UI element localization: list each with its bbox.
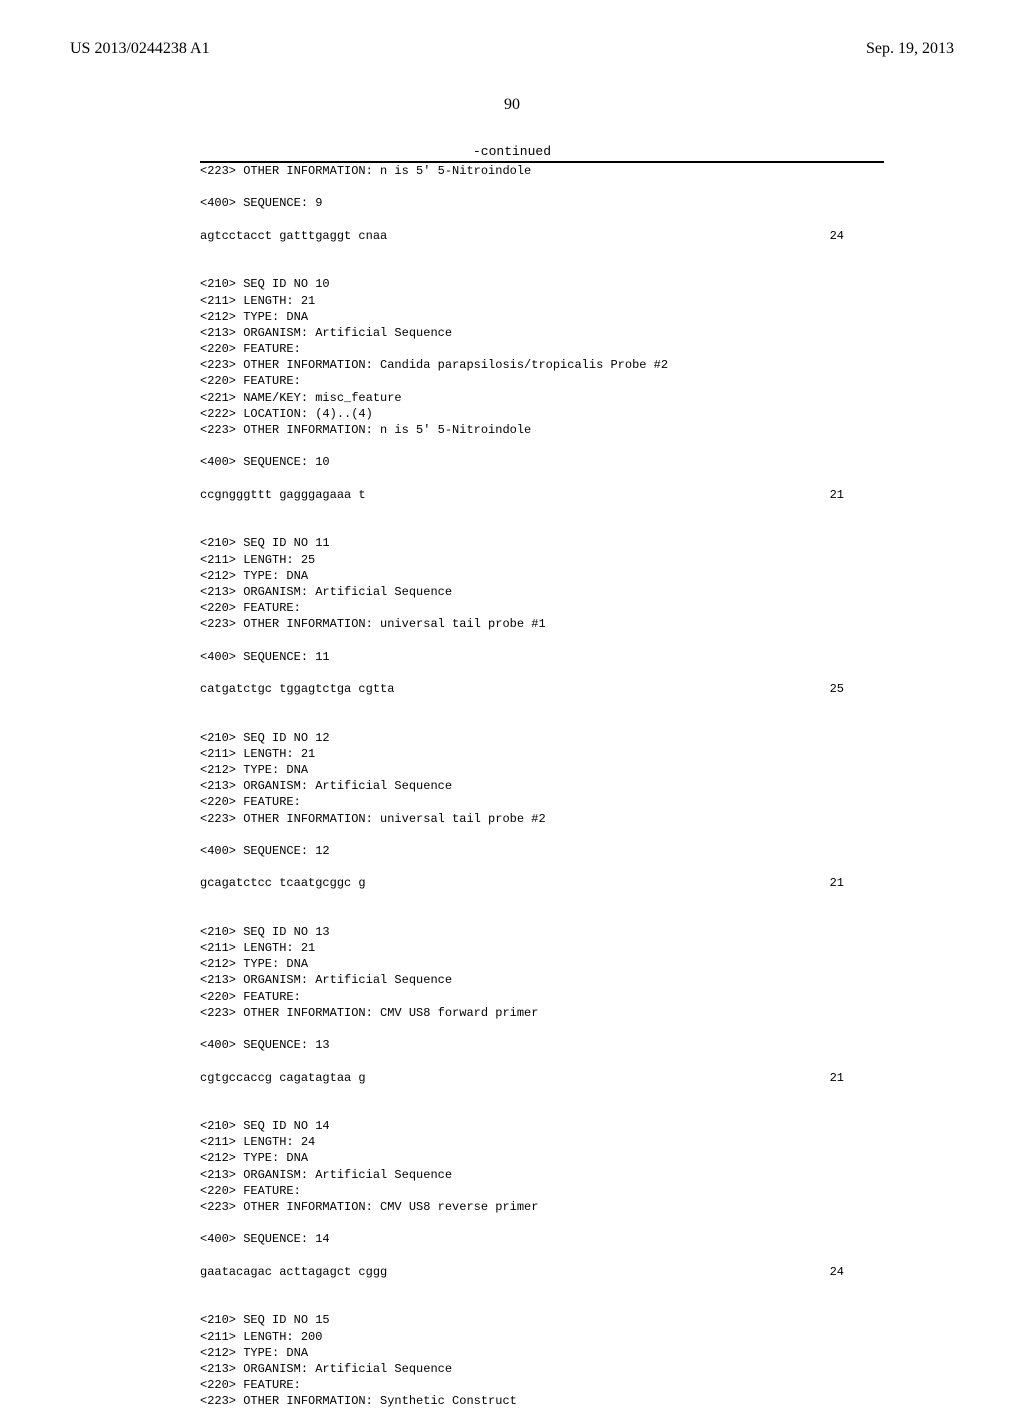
listing-line: <223> OTHER INFORMATION: n is 5' 5-Nitro… xyxy=(200,163,884,179)
listing-line: <220> FEATURE: xyxy=(200,600,884,616)
listing-line: <212> TYPE: DNA xyxy=(200,762,884,778)
sequence-text: ccgngggttt gagggagaaa t xyxy=(200,487,366,503)
listing-line: <213> ORGANISM: Artificial Sequence xyxy=(200,325,884,341)
listing-line: <210> SEQ ID NO 10 xyxy=(200,276,884,292)
listing-line: <400> SEQUENCE: 9 xyxy=(200,195,884,211)
listing-line: <220> FEATURE: xyxy=(200,1183,884,1199)
sequence-row: cgtgccaccg cagatagtaa g 21 xyxy=(200,1070,884,1086)
listing-line: <210> SEQ ID NO 12 xyxy=(200,730,884,746)
listing-line: <400> SEQUENCE: 11 xyxy=(200,649,884,665)
blank-line xyxy=(200,1102,884,1118)
blank-line xyxy=(200,1296,884,1312)
listing-line: <210> SEQ ID NO 13 xyxy=(200,924,884,940)
sequence-text: gcagatctcc tcaatgcggc g xyxy=(200,875,366,891)
listing-line: <211> LENGTH: 24 xyxy=(200,1134,884,1150)
sequence-row: catgatctgc tggagtctga cgtta 25 xyxy=(200,681,884,697)
continued-label: -continued xyxy=(0,144,1024,159)
blank-line xyxy=(200,179,884,195)
listing-line: <220> FEATURE: xyxy=(200,989,884,1005)
listing-line: <223> OTHER INFORMATION: Candida parapsi… xyxy=(200,357,884,373)
blank-line xyxy=(200,891,884,907)
blank-line xyxy=(200,503,884,519)
listing-line: <220> FEATURE: xyxy=(200,373,884,389)
blank-line xyxy=(200,519,884,535)
blank-line xyxy=(200,1021,884,1037)
listing-line: <212> TYPE: DNA xyxy=(200,1150,884,1166)
sequence-length: 25 xyxy=(830,681,884,697)
listing-line: <220> FEATURE: xyxy=(200,1377,884,1393)
listing-line: <400> SEQUENCE: 10 xyxy=(200,454,884,470)
blank-line xyxy=(200,827,884,843)
sequence-row: gaatacagac acttagagct cggg 24 xyxy=(200,1264,884,1280)
sequence-listing: <223> OTHER INFORMATION: n is 5' 5-Nitro… xyxy=(200,163,884,1409)
sequence-text: agtcctacct gatttgaggt cnaa xyxy=(200,228,387,244)
publication-number: US 2013/0244238 A1 xyxy=(70,40,210,58)
sequence-row: ccgngggttt gagggagaaa t 21 xyxy=(200,487,884,503)
sequence-length: 21 xyxy=(830,487,884,503)
listing-line: <213> ORGANISM: Artificial Sequence xyxy=(200,778,884,794)
publication-date: Sep. 19, 2013 xyxy=(866,40,954,58)
blank-line xyxy=(200,212,884,228)
blank-line xyxy=(200,1215,884,1231)
listing-line: <223> OTHER INFORMATION: CMV US8 reverse… xyxy=(200,1199,884,1215)
page-header: US 2013/0244238 A1 Sep. 19, 2013 xyxy=(0,0,1024,66)
listing-line: <400> SEQUENCE: 13 xyxy=(200,1037,884,1053)
listing-line: <213> ORGANISM: Artificial Sequence xyxy=(200,584,884,600)
listing-line: <221> NAME/KEY: misc_feature xyxy=(200,390,884,406)
blank-line xyxy=(200,244,884,260)
listing-line: <213> ORGANISM: Artificial Sequence xyxy=(200,1167,884,1183)
blank-line xyxy=(200,1053,884,1069)
listing-line: <212> TYPE: DNA xyxy=(200,568,884,584)
listing-line: <212> TYPE: DNA xyxy=(200,1345,884,1361)
listing-line: <210> SEQ ID NO 11 xyxy=(200,535,884,551)
sequence-text: gaatacagac acttagagct cggg xyxy=(200,1264,387,1280)
blank-line xyxy=(200,1086,884,1102)
sequence-text: catgatctgc tggagtctga cgtta xyxy=(200,681,394,697)
listing-line: <211> LENGTH: 200 xyxy=(200,1329,884,1345)
listing-line: <212> TYPE: DNA xyxy=(200,309,884,325)
blank-line xyxy=(200,697,884,713)
listing-line: <223> OTHER INFORMATION: universal tail … xyxy=(200,811,884,827)
listing-line: <211> LENGTH: 21 xyxy=(200,746,884,762)
blank-line xyxy=(200,908,884,924)
listing-line: <223> OTHER INFORMATION: n is 5' 5-Nitro… xyxy=(200,422,884,438)
listing-line: <400> SEQUENCE: 12 xyxy=(200,843,884,859)
listing-line: <213> ORGANISM: Artificial Sequence xyxy=(200,972,884,988)
listing-line: <213> ORGANISM: Artificial Sequence xyxy=(200,1361,884,1377)
sequence-row: agtcctacct gatttgaggt cnaa 24 xyxy=(200,228,884,244)
listing-line: <212> TYPE: DNA xyxy=(200,956,884,972)
listing-line: <222> LOCATION: (4)..(4) xyxy=(200,406,884,422)
blank-line xyxy=(200,632,884,648)
listing-line: <210> SEQ ID NO 15 xyxy=(200,1312,884,1328)
blank-line xyxy=(200,471,884,487)
blank-line xyxy=(200,438,884,454)
sequence-text: cgtgccaccg cagatagtaa g xyxy=(200,1070,366,1086)
listing-line: <211> LENGTH: 21 xyxy=(200,940,884,956)
blank-line xyxy=(200,260,884,276)
sequence-length: 21 xyxy=(830,1070,884,1086)
sequence-row: gcagatctcc tcaatgcggc g 21 xyxy=(200,875,884,891)
listing-line: <223> OTHER INFORMATION: CMV US8 forward… xyxy=(200,1005,884,1021)
blank-line xyxy=(200,1280,884,1296)
listing-line: <223> OTHER INFORMATION: Synthetic Const… xyxy=(200,1393,884,1409)
listing-line: <220> FEATURE: xyxy=(200,794,884,810)
blank-line xyxy=(200,665,884,681)
sequence-length: 21 xyxy=(830,875,884,891)
blank-line xyxy=(200,859,884,875)
listing-line: <211> LENGTH: 21 xyxy=(200,293,884,309)
listing-line: <211> LENGTH: 25 xyxy=(200,552,884,568)
sequence-length: 24 xyxy=(830,228,884,244)
page-number: 90 xyxy=(0,96,1024,114)
listing-line: <400> SEQUENCE: 14 xyxy=(200,1231,884,1247)
blank-line xyxy=(200,1248,884,1264)
sequence-length: 24 xyxy=(830,1264,884,1280)
listing-line: <220> FEATURE: xyxy=(200,341,884,357)
listing-line: <223> OTHER INFORMATION: universal tail … xyxy=(200,616,884,632)
blank-line xyxy=(200,713,884,729)
listing-line: <210> SEQ ID NO 14 xyxy=(200,1118,884,1134)
